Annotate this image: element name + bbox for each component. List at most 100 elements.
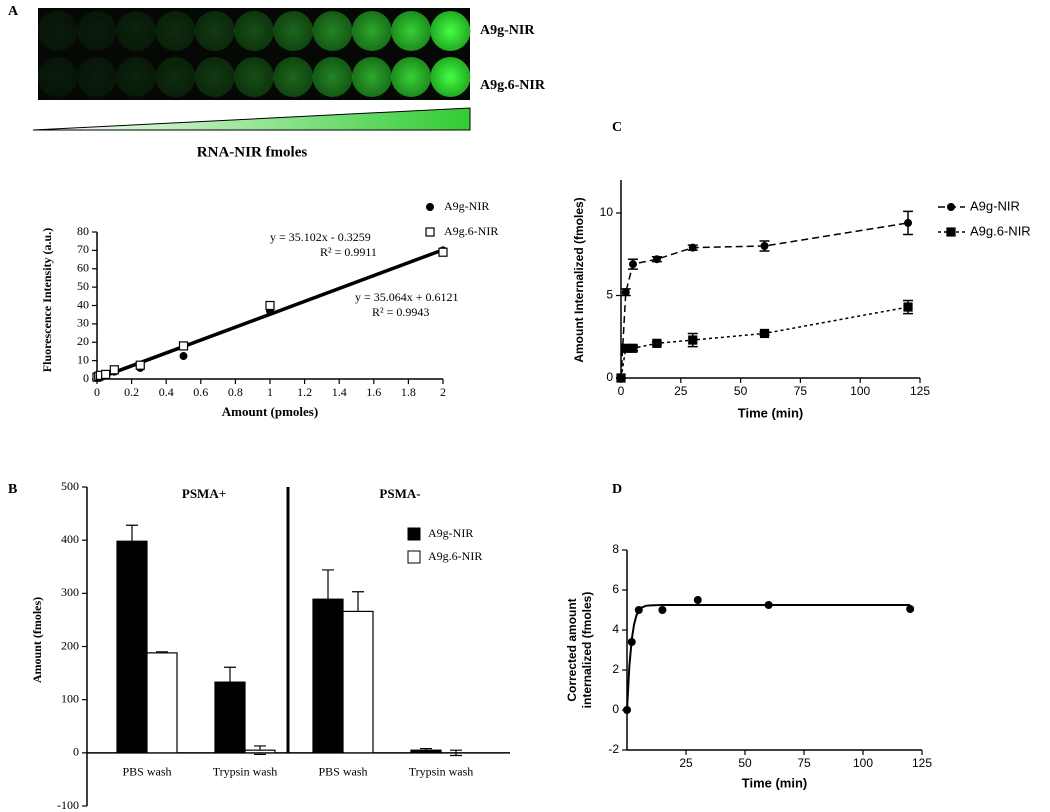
gradient-label: RNA-NIR fmoles — [197, 144, 308, 160]
legend-label: A9g.6-NIR — [428, 549, 482, 563]
point — [688, 243, 697, 252]
y-tick-label: 4 — [612, 622, 619, 636]
point — [693, 596, 702, 604]
well — [234, 57, 274, 97]
y-tick-label: 5 — [606, 288, 613, 302]
well — [351, 57, 392, 97]
point — [688, 335, 698, 345]
point — [265, 300, 275, 311]
y-tick-label: 0 — [606, 370, 613, 384]
group-label: PSMA- — [379, 486, 420, 501]
y-axis-label: Amount (fmoles) — [30, 597, 44, 683]
well — [391, 57, 432, 97]
group-label: PSMA+ — [182, 486, 226, 501]
trend-equation: y = 35.102x - 0.3259 — [270, 230, 371, 244]
y-tick-label: 50 — [77, 279, 89, 293]
point — [135, 360, 145, 370]
point — [628, 260, 637, 269]
point — [652, 338, 662, 348]
panel-label: B — [8, 482, 17, 497]
y-axis-label: Fluorescence Intensity (a.u.) — [40, 228, 54, 372]
point — [178, 341, 189, 351]
legend-marker — [946, 227, 956, 237]
x-axis-label: Amount (pmoles) — [222, 404, 318, 419]
y-tick-label: 80 — [77, 224, 89, 238]
x-tick-label: 0.2 — [124, 385, 139, 399]
well — [391, 11, 432, 51]
y-tick-label: 400 — [61, 532, 79, 546]
legend-label: A9g-NIR — [970, 198, 1020, 213]
x-tick-label: PBS wash — [318, 765, 367, 779]
y-tick-label: -100 — [57, 798, 79, 812]
point — [906, 605, 915, 613]
x-axis-label: Time (min) — [742, 775, 808, 790]
panel-label: C — [612, 120, 622, 135]
well — [76, 11, 117, 51]
y-tick-label: 40 — [77, 297, 89, 311]
point — [628, 343, 638, 353]
well — [116, 57, 157, 97]
x-tick-label: 2 — [440, 385, 446, 399]
x-tick-label: 50 — [734, 384, 748, 398]
x-tick-label: 0.6 — [193, 385, 208, 399]
legend-marker — [426, 203, 434, 211]
legend-marker — [425, 227, 435, 237]
x-tick-label: 1.4 — [332, 385, 347, 399]
bar — [312, 598, 344, 754]
legend-label: A9g.6-NIR — [444, 224, 498, 238]
well — [116, 11, 157, 51]
x-tick-label: 100 — [850, 384, 870, 398]
point — [627, 638, 636, 646]
chart: -2 0 2 4 6 8 25 50 75 100 125 Time (min) Corrected a… — [565, 542, 932, 790]
y-tick-label: 100 — [61, 691, 79, 705]
point — [760, 242, 769, 250]
legend-label: A9g-NIR — [444, 199, 489, 213]
well — [37, 11, 78, 51]
well — [273, 11, 314, 51]
panel-label: D — [612, 482, 622, 497]
y-axis-label: Corrected amount — [565, 598, 579, 701]
row-label: A9g.6-NIR — [480, 78, 546, 93]
error-bar — [450, 749, 462, 757]
y-axis-label: internalized (fmoles) — [580, 592, 594, 709]
point — [904, 218, 913, 227]
y-axis-label: Amount Internalized (fmoles) — [572, 197, 586, 362]
x-tick-label: 1.6 — [366, 385, 381, 399]
well — [312, 11, 353, 51]
fit-curve — [626, 604, 911, 711]
x-tick-label: 0.4 — [159, 385, 174, 399]
well — [312, 57, 353, 97]
point — [658, 606, 667, 614]
well — [430, 11, 471, 51]
x-tick-label: 0.8 — [228, 385, 243, 399]
point — [101, 369, 111, 380]
y-tick-label: 8 — [612, 542, 619, 556]
point — [438, 247, 448, 257]
trend-equation: y = 35.064x + 0.6121 — [355, 290, 459, 304]
panel-label: A — [8, 4, 19, 19]
point — [621, 288, 630, 297]
legend-swatch — [407, 550, 421, 564]
x-tick-label: 1.8 — [401, 385, 416, 399]
y-tick-label: 20 — [77, 334, 89, 348]
well — [155, 11, 196, 51]
y-tick-label: 30 — [77, 316, 89, 330]
y-tick-label: 70 — [77, 242, 89, 256]
x-tick-label: 0 — [618, 384, 625, 398]
x-tick-label: Trypsin wash — [409, 765, 474, 779]
bar — [410, 749, 442, 754]
well — [194, 57, 235, 97]
well — [273, 57, 314, 97]
legend-marker — [947, 203, 955, 211]
point — [109, 365, 119, 375]
x-tick-label: 125 — [912, 756, 932, 770]
y-tick-label: 0 — [612, 702, 619, 716]
legend-swatch — [407, 527, 421, 541]
x-tick-label: 1 — [267, 385, 273, 399]
x-tick-label: 1.2 — [297, 385, 312, 399]
x-tick-label: Trypsin wash — [213, 765, 278, 779]
y-tick-label: 10 — [600, 205, 614, 219]
y-tick-label: 6 — [612, 582, 619, 596]
y-tick-label: 300 — [61, 585, 79, 599]
point — [616, 373, 626, 383]
